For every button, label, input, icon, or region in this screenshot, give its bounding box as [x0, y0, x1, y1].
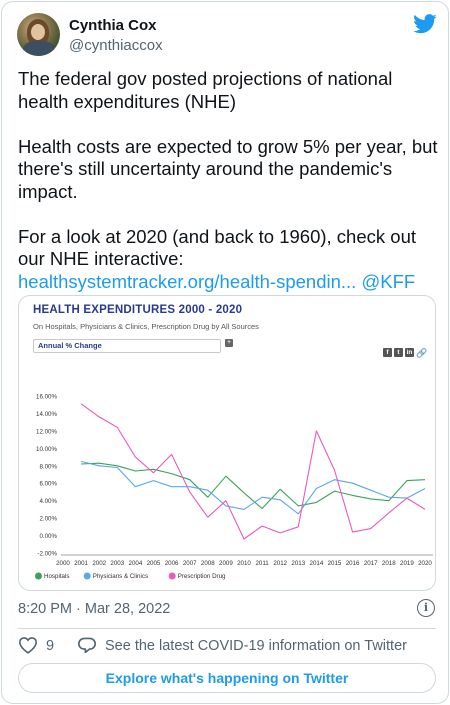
legend-marker-prescription-drug	[168, 572, 176, 580]
info-icon[interactable]: i	[417, 599, 435, 617]
x-tick-label: 2000	[56, 560, 70, 567]
x-tick-label: 2005	[147, 560, 161, 567]
facebook-icon[interactable]: f	[383, 348, 392, 357]
x-tick-label: 2009	[219, 560, 233, 567]
legend-label-hospitals: Hospitals	[44, 573, 69, 580]
tweet-paragraph-3-text: For a look at 2020 (and back to 1960), c…	[18, 225, 416, 270]
covid-info-link[interactable]: See the latest COVID-19 information on T…	[105, 638, 407, 654]
reply-icon[interactable]	[77, 636, 97, 654]
legend-marker-hospitals	[35, 572, 42, 580]
y-tick-label: 2.00%	[39, 516, 57, 523]
x-tick-label: 2017	[364, 560, 378, 567]
chart-subtitle: On Hospitals, Physicians & Clinics, Pres…	[33, 322, 259, 331]
like-count: 9	[46, 638, 55, 654]
tweet-paragraph-1: The federal gov posted projections of na…	[18, 68, 393, 112]
author-handle[interactable]: @cynthiaccox	[69, 37, 163, 54]
tweet-paragraph-3: For a look at 2020 (and back to 1960), c…	[18, 226, 438, 294]
divider	[18, 628, 436, 629]
legend-marker-physicians-clinics	[83, 572, 91, 580]
x-tick-label: 2020	[418, 560, 432, 567]
y-tick-label: 0.00%	[39, 533, 57, 540]
link-icon[interactable]: 🔗	[416, 348, 428, 358]
x-tick-label: 2019	[400, 560, 414, 567]
series-line-hospitals	[81, 462, 426, 510]
plus-button[interactable]: +	[225, 339, 233, 347]
line-chart: 16.00% 14.00% 12.00% 10.00% 8.00% 6.00% 4.00% 2…	[35, 394, 433, 580]
x-tick-label: 2003	[110, 560, 124, 567]
y-tick-label: 6.00%	[39, 481, 57, 488]
y-tick-label: 10.00%	[36, 446, 57, 453]
x-tick-label: 2011	[255, 560, 269, 567]
x-tick-label: 2002	[92, 560, 106, 567]
avatar[interactable]	[17, 13, 60, 56]
x-tick-label: 2007	[183, 560, 197, 567]
y-tick-label: 16.00%	[36, 394, 57, 401]
metric-dropdown[interactable]: Annual % Change	[33, 339, 221, 353]
explore-button[interactable]: Explore what's happening on Twitter	[18, 663, 436, 693]
share-icons: f t in 🔗	[383, 348, 428, 358]
chart-image-card[interactable]: HEALTH EXPENDITURES 2000 - 2020 On Hospi…	[18, 295, 436, 591]
y-tick-label: 14.00%	[36, 411, 57, 418]
legend-label-physicians-clinics: Physicians & Clinics	[93, 573, 148, 580]
x-tick-label: 2006	[165, 560, 179, 567]
y-tick-label: -2.00%	[37, 551, 57, 558]
legend-label-prescription-drug: Prescription Drug	[178, 573, 226, 580]
x-tick-label: 2013	[291, 560, 305, 567]
author-name[interactable]: Cynthia Cox	[69, 17, 157, 34]
y-tick-label: 12.00%	[36, 428, 57, 435]
x-tick-label: 2010	[237, 560, 251, 567]
tweet-paragraph-2: Health costs are expected to grow 5% per…	[18, 135, 438, 202]
mention-link[interactable]: @KFF	[361, 270, 416, 292]
x-tick-label: 2018	[382, 560, 396, 567]
series-line-prescription-drug	[80, 403, 426, 540]
x-tick-label: 2012	[273, 560, 287, 567]
tweet-text: The federal gov posted projections of na…	[18, 68, 438, 293]
tweet-timestamp[interactable]: 8:20 PM · Mar 28, 2022	[18, 601, 171, 617]
x-tick-label: 2004	[129, 560, 143, 567]
twitter-icon[interactable]: t	[394, 348, 403, 357]
y-tick-label: 4.00%	[39, 498, 57, 505]
y-tick-label: 8.00%	[39, 463, 57, 470]
chart-title: HEALTH EXPENDITURES 2000 - 2020	[33, 304, 243, 316]
x-tick-label: 2014	[310, 560, 324, 567]
heart-icon[interactable]	[18, 636, 38, 654]
x-tick-label: 2001	[74, 560, 88, 567]
x-tick-label: 2008	[201, 560, 215, 567]
series-line-physicians-clinics	[80, 460, 426, 515]
linkedin-icon[interactable]: in	[405, 348, 414, 357]
x-tick-label: 2015	[328, 560, 342, 567]
x-tick-label: 2016	[346, 560, 360, 567]
twitter-bird-icon[interactable]	[413, 14, 437, 34]
tweet-link[interactable]: healthsystemtracker.org/health-spendin..…	[18, 270, 357, 292]
